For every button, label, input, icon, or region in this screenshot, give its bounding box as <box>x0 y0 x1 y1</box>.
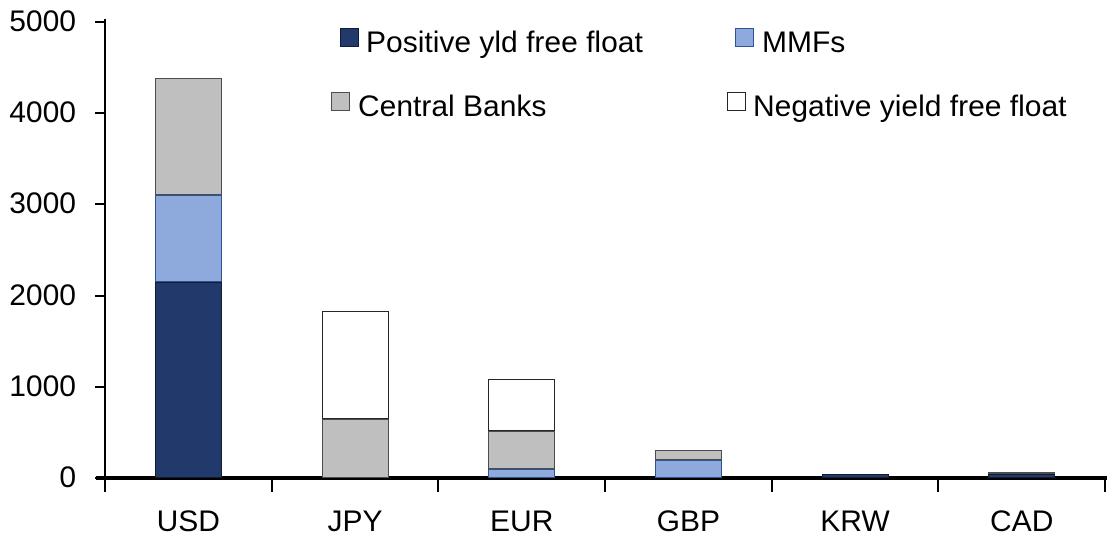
bar-segment-eur-negative-yield-free-float <box>488 378 556 431</box>
x-tick-4 <box>770 478 773 492</box>
x-tick-5 <box>937 478 940 492</box>
y-tick-1000 <box>95 385 106 388</box>
x-tick-1 <box>270 478 273 492</box>
legend-swatch-negative-yield-free-float <box>727 92 746 111</box>
bar-segment-gbp-central-banks <box>654 449 722 460</box>
y-axis-label-3000: 3000 <box>9 187 76 221</box>
legend-swatch-mmfs <box>735 28 754 47</box>
bar-segment-gbp-mmfs <box>654 459 722 478</box>
bar-segment-eur-mmfs <box>488 468 556 478</box>
x-tick-0 <box>104 478 106 492</box>
legend-label-central-banks: Central Banks <box>358 90 547 123</box>
bar-segment-cad-positive-yld-free-float <box>988 474 1056 478</box>
x-tick-3 <box>604 478 606 492</box>
bar-segment-usd-mmfs <box>154 195 222 282</box>
legend-swatch-central-banks <box>331 92 350 111</box>
y-axis-label-4000: 4000 <box>9 96 76 130</box>
bar-segment-eur-central-banks <box>488 430 556 469</box>
y-tick-3000 <box>95 203 106 206</box>
bar-segment-krw-positive-yld-free-float <box>821 473 889 478</box>
y-tick-0 <box>95 477 106 479</box>
x-tick-6 <box>1104 478 1106 492</box>
x-axis-label-gbp: GBP <box>656 505 720 538</box>
y-tick-2000 <box>95 294 106 297</box>
y-axis-line <box>104 19 106 480</box>
legend-label-mmfs: MMFs <box>762 26 846 59</box>
y-axis-label-2000: 2000 <box>9 278 76 312</box>
y-tick-4000 <box>95 112 106 115</box>
legend-label-negative-yield-free-float: Negative yield free float <box>753 90 1067 123</box>
legend-label-positive-yld-free-float: Positive yld free float <box>366 26 643 59</box>
x-tick-2 <box>437 478 440 492</box>
x-axis-label-usd: USD <box>156 505 220 538</box>
bar-segment-jpy-central-banks <box>321 418 389 478</box>
bar-segment-usd-central-banks <box>154 77 222 196</box>
y-axis-label-5000: 5000 <box>9 5 76 38</box>
bar-segment-usd-positive-yld-free-float <box>154 281 222 478</box>
x-axis-line <box>96 476 1107 480</box>
x-axis-label-cad: CAD <box>990 505 1054 538</box>
x-axis-label-jpy: JPY <box>327 505 383 538</box>
bar-segment-cad-central-banks <box>988 471 1056 475</box>
y-axis-label-1000: 1000 <box>9 369 76 403</box>
x-axis-label-krw: KRW <box>820 505 890 538</box>
y-axis-label-0: 0 <box>59 461 76 494</box>
legend-swatch-positive-yld-free-float <box>340 28 359 47</box>
y-tick-5000 <box>95 21 106 23</box>
x-axis-label-eur: EUR <box>490 505 554 538</box>
bar-segment-jpy-negative-yield-free-float <box>321 311 389 419</box>
